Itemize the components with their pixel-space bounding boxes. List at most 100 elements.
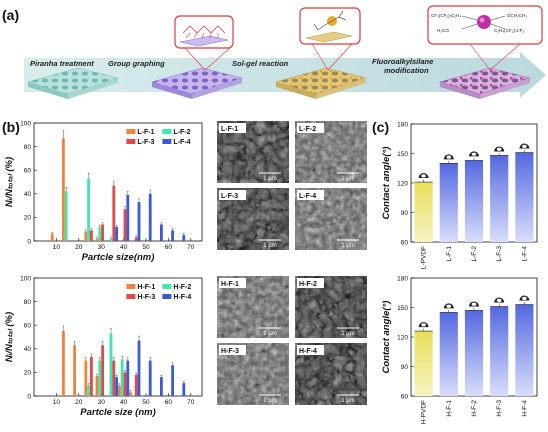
- ca-bar: [439, 163, 458, 242]
- y-tick-label: 120: [397, 334, 408, 341]
- x-axis-title: Partcle size (nm): [80, 407, 156, 418]
- ca-bar: [515, 304, 534, 396]
- y-tick-label: 80: [24, 144, 32, 151]
- hist-bar: [115, 377, 118, 396]
- droplet-highlight: [496, 147, 502, 151]
- sem-tile-low: L-F-3 1 μm: [217, 188, 289, 250]
- sem-label-bg: [219, 123, 246, 133]
- hist-bar: [64, 191, 68, 241]
- y-tick-label: 60: [24, 323, 32, 330]
- hist-bar: [129, 392, 132, 396]
- y-tick-label: 0: [27, 238, 31, 245]
- x-tick-label: H-F-3: [496, 400, 503, 417]
- legend-label: L-F-1: [137, 129, 154, 136]
- droplet-highlight: [421, 323, 426, 327]
- scale-label: 1 μm: [263, 176, 276, 182]
- histogram-low: 0 20 40 60 80 100 10 20 30 40 50 60 70 L-F-1 L-F-2 L-F-…: [4, 120, 203, 263]
- y-axis-title: Contact angle(°): [381, 301, 392, 374]
- x-tick-label: 20: [75, 399, 83, 406]
- legend-swatch: [126, 284, 136, 289]
- hist-bar: [87, 385, 90, 396]
- y-axis-title: Nᵢ/Nₜₒₜₐₗ (%): [4, 312, 15, 362]
- y-tick-label: 100: [20, 275, 31, 282]
- legend-label: H-F-4: [173, 294, 191, 301]
- legend-swatch: [126, 139, 136, 144]
- x-tick-label: 70: [187, 399, 195, 406]
- panel-label-a: (a): [2, 7, 19, 23]
- y-tick-label: 60: [24, 168, 32, 175]
- sem-label: L-F-2: [299, 126, 316, 133]
- sem-label-bg: [219, 190, 246, 200]
- droplet-highlight: [522, 144, 527, 148]
- hist-bar: [98, 360, 102, 396]
- y-axis-title: Nᵢ/Nₜₒₜₐₗ (%): [4, 157, 15, 207]
- x-tick-label: 30: [98, 244, 106, 251]
- x-tick-label: 10: [53, 244, 61, 251]
- ca-bar: [439, 312, 458, 396]
- x-tick-label: L-F-1: [446, 246, 453, 262]
- scale-label: 1 μm: [341, 243, 354, 249]
- legend-swatch: [162, 129, 172, 134]
- contact-angle-low: 60 90 120 150 180 L-PVDF L-F-1 L-F-2 L-F-3 L-F-4 C…: [381, 121, 538, 269]
- membrane-grafted: [150, 15, 244, 99]
- sem-label: H-F-1: [221, 281, 239, 288]
- contact-angle-high: 60 90 120 150 180 H-PVDF H-F-1 H-F-2 H-F-3 H-F-4 C…: [381, 275, 538, 424]
- sem-tile-low: L-F-1 1 μm: [217, 121, 289, 183]
- y-tick-label: 0: [27, 393, 31, 400]
- x-tick-label: 50: [142, 244, 150, 251]
- x-tick-label: 10: [53, 399, 61, 406]
- x-tick-label: L-PVDF: [421, 246, 428, 269]
- scale-label: 1 μm: [341, 176, 354, 182]
- chem-label-right: OCH₂CH₃: [507, 13, 527, 18]
- legend-label: H-F-3: [137, 294, 155, 301]
- x-tick-label: 40: [120, 399, 128, 406]
- x-tick-label: 70: [187, 244, 195, 251]
- y-tick-label: 120: [397, 180, 408, 187]
- chem-label-left: CF₃(CF₂)₇C₂H₄: [431, 13, 461, 18]
- hist-bar: [160, 224, 163, 241]
- hist-bar: [182, 383, 186, 396]
- y-tick-label: 100: [20, 120, 31, 127]
- hist-bar: [137, 340, 141, 396]
- hist-bar: [148, 360, 152, 396]
- sem-tile-high: H-F-4 1 μm: [295, 343, 367, 405]
- x-tick-label: H-F-4: [521, 400, 528, 417]
- legend-label: L-F-4: [173, 139, 190, 146]
- y-tick-label: 150: [397, 151, 408, 158]
- y-tick-label: 60: [401, 239, 409, 246]
- hist-bar: [134, 237, 138, 241]
- droplet-highlight: [446, 155, 452, 159]
- sem-tile-high: H-F-1 1 μm: [217, 276, 289, 338]
- hist-bar: [95, 375, 99, 396]
- hist-bar: [171, 365, 174, 396]
- ca-bar: [414, 182, 433, 242]
- step-fluoro-line1: Fluoroalkylsilane: [372, 57, 433, 66]
- legend-swatch: [126, 294, 136, 299]
- sem-tile-high: H-F-2 1 μm: [295, 276, 367, 338]
- step-piranha: Piranha treatment: [30, 59, 94, 68]
- hist-bar: [62, 331, 65, 396]
- panel-label-c: (c): [372, 119, 389, 135]
- sem-label-bg: [297, 278, 324, 288]
- ca-bar: [490, 306, 509, 396]
- hist-bar: [87, 178, 90, 241]
- y-tick-label: 40: [24, 191, 32, 198]
- x-tick-label: 50: [142, 399, 150, 406]
- ca-bar: [490, 155, 509, 242]
- y-tick-label: 20: [24, 215, 32, 222]
- sem-images: L-F-11 μmL-F-21 μmL-F-31 μmL-F-41 μmH-F-…: [217, 121, 367, 405]
- scale-label: 1 μm: [341, 331, 354, 337]
- droplet-highlight: [471, 152, 477, 156]
- sem-label-bg: [219, 345, 246, 355]
- legend-swatch: [162, 294, 172, 299]
- hist-bar: [134, 374, 138, 396]
- hist-bar: [118, 385, 121, 396]
- hist-bar: [98, 226, 102, 241]
- hist-bar: [137, 202, 141, 241]
- droplet-highlight: [446, 304, 452, 308]
- hist-bar: [73, 345, 76, 396]
- step-fluoro: Fluoroalkylsilane modification: [372, 57, 435, 75]
- sem-label: H-F-2: [299, 281, 317, 288]
- droplet-highlight: [421, 174, 426, 178]
